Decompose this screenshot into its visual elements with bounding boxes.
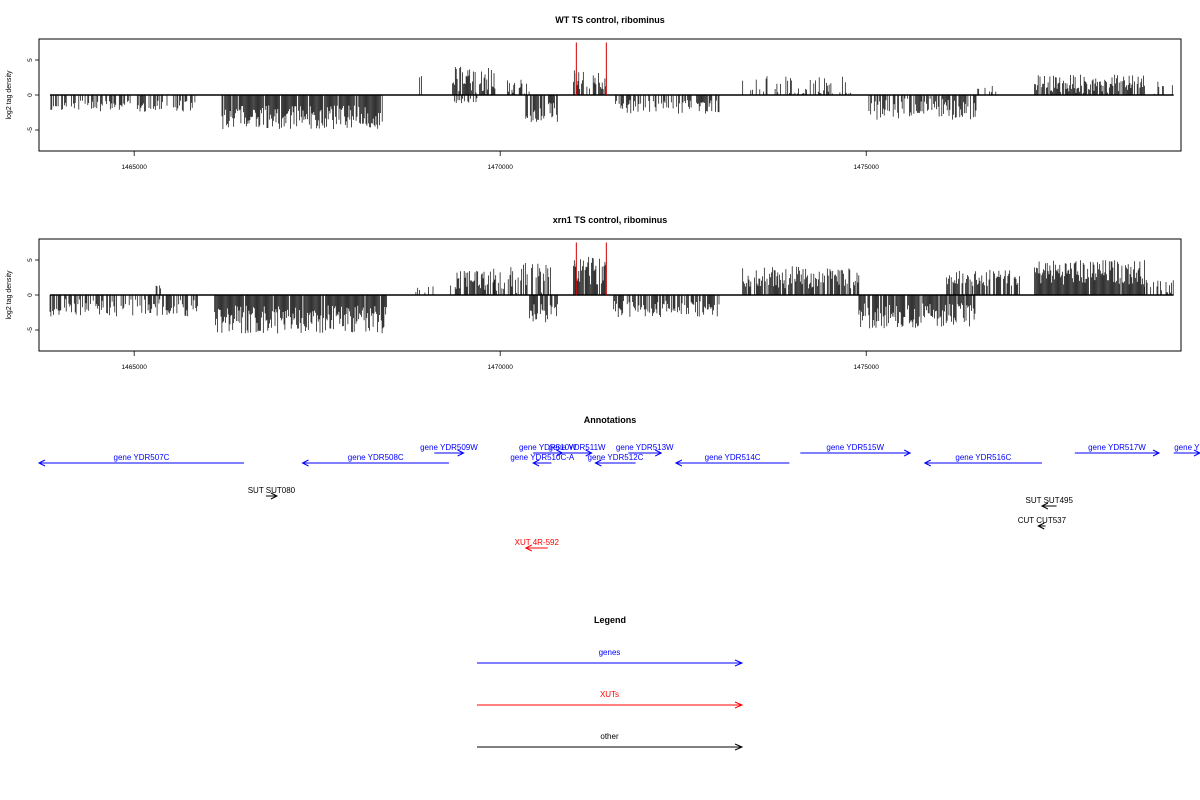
x-tick-label: 1470000: [488, 164, 514, 171]
arrowhead-right: [585, 449, 593, 457]
feature-label: gene YDR515W: [826, 443, 884, 452]
arrowhead-right: [1193, 449, 1200, 457]
xrn1-axis-ticks: -5 0 5 1465000 1470000 1475000: [27, 258, 879, 371]
y-tick-label: -5: [27, 327, 34, 333]
legend-item: genes: [477, 648, 744, 667]
legend-items: genes XUTs other: [477, 648, 744, 751]
legend-arrowhead: [734, 659, 744, 667]
x-tick-label: 1465000: [122, 164, 148, 171]
feature-label: gene YDR507C: [114, 453, 170, 462]
y-tick-label: 5: [27, 258, 34, 262]
y-tick-label: 0: [27, 93, 34, 97]
annotation-feature: gene YDR511W: [549, 443, 607, 457]
x-tick-label: 1475000: [854, 364, 880, 371]
annotation-feature: gene YDR509W: [420, 443, 478, 457]
annotations-track: Annotations gene YDR507C gene YDR508Cgene…: [37, 415, 1200, 552]
feature-label: gene YDR517W: [1088, 443, 1146, 452]
annotation-features: gene YDR507C gene YDR508C gene YDR509W gene…: [37, 443, 1200, 552]
annotation-feature: gene YDR514C: [674, 453, 790, 467]
arrowhead-left: [301, 459, 309, 467]
annotation-feature: gene YDR513W: [616, 443, 674, 457]
annotation-feature: XUT 4R-592: [515, 538, 560, 552]
feature-label: gene YDR513W: [616, 443, 674, 452]
x-tick-label: 1465000: [122, 364, 148, 371]
feature-label: gene Y: [1174, 443, 1200, 452]
feature-label: gene YDR512C: [588, 453, 644, 462]
feature-label: SUT SUT080: [248, 486, 296, 495]
feature-label: gene YDR511W: [549, 443, 607, 452]
arrowhead-left: [532, 459, 540, 467]
xrn1-panel-title: xrn1 TS control, ribominus: [553, 215, 668, 225]
wt-axis-ticks: -5 0 5 1465000 1470000 1475000: [27, 58, 879, 171]
arrowhead-left: [594, 459, 602, 467]
feature-label: gene YDR516C: [955, 453, 1011, 462]
annotation-feature: gene YDR515W: [800, 443, 912, 457]
feature-label: gene YDR510C-A: [510, 453, 575, 462]
feature-label: XUT 4R-592: [515, 538, 560, 547]
wt-y-axis-label: log2 tag density: [6, 70, 13, 120]
arrowhead-left: [923, 459, 932, 467]
feature-label: gene YDR514C: [705, 453, 761, 462]
legend-item-label: other: [600, 732, 619, 741]
wt-bars: [49, 42, 1174, 129]
xrn1-y-axis-label: log2 tag density: [6, 270, 13, 320]
arrowhead-right: [1152, 449, 1161, 457]
legend: Legend genes XUTs other: [477, 615, 744, 751]
arrowhead-left: [37, 459, 46, 467]
arrowhead-right: [903, 449, 912, 457]
feature-label: gene YDR509W: [420, 443, 478, 452]
arrowhead-left: [1037, 522, 1045, 530]
wt-plot-frame: [38, 38, 1182, 152]
xrn1-bars: [49, 242, 1174, 334]
wt-density-panel: WT TS control, ribominus log2 tag densit…: [6, 15, 1182, 171]
x-tick-label: 1475000: [854, 164, 880, 171]
feature-label: gene YDR510W: [519, 443, 577, 452]
y-tick-label: -5: [27, 127, 34, 133]
xrn1-plot-frame: [38, 238, 1182, 352]
legend-title: Legend: [594, 615, 626, 625]
annotations-title: Annotations: [584, 415, 637, 425]
annotation-feature: gene Y: [1173, 443, 1200, 457]
arrowhead-right: [457, 449, 465, 457]
annotation-feature: gene YDR510C-A: [510, 453, 575, 467]
legend-item: XUTs: [477, 690, 744, 709]
annotation-feature: gene YDR508C: [301, 453, 449, 467]
arrowhead-right: [655, 449, 663, 457]
arrowhead-left: [1040, 502, 1049, 510]
feature-label: SUT SUT495: [1026, 496, 1074, 505]
arrowhead-left: [674, 459, 683, 467]
legend-item-label: XUTs: [600, 690, 619, 699]
y-tick-label: 0: [27, 293, 34, 297]
annotation-feature: gene YDR517W: [1074, 443, 1161, 457]
x-tick-label: 1470000: [488, 364, 514, 371]
legend-item: other: [477, 732, 744, 751]
annotation-feature: SUT SUT080: [248, 486, 296, 500]
arrowhead-left: [524, 544, 533, 552]
feature-label: CUT CUT537: [1018, 516, 1067, 525]
annotation-feature: gene YDR516C: [923, 453, 1042, 467]
legend-item-label: genes: [599, 648, 621, 657]
annotation-feature: gene YDR507C: [37, 453, 244, 467]
annotation-feature: CUT CUT537: [1018, 516, 1067, 530]
arrowhead-right: [270, 492, 279, 500]
annotation-feature: SUT SUT495: [1026, 496, 1074, 510]
legend-arrowhead: [734, 701, 744, 709]
annotation-feature: gene YDR512C: [588, 453, 644, 467]
y-tick-label: 5: [27, 58, 34, 62]
legend-arrowhead: [734, 743, 744, 751]
feature-label: gene YDR508C: [348, 453, 404, 462]
wt-panel-title: WT TS control, ribominus: [555, 15, 665, 25]
xrn1-density-panel: xrn1 TS control, ribominus log2 tag dens…: [6, 215, 1182, 371]
